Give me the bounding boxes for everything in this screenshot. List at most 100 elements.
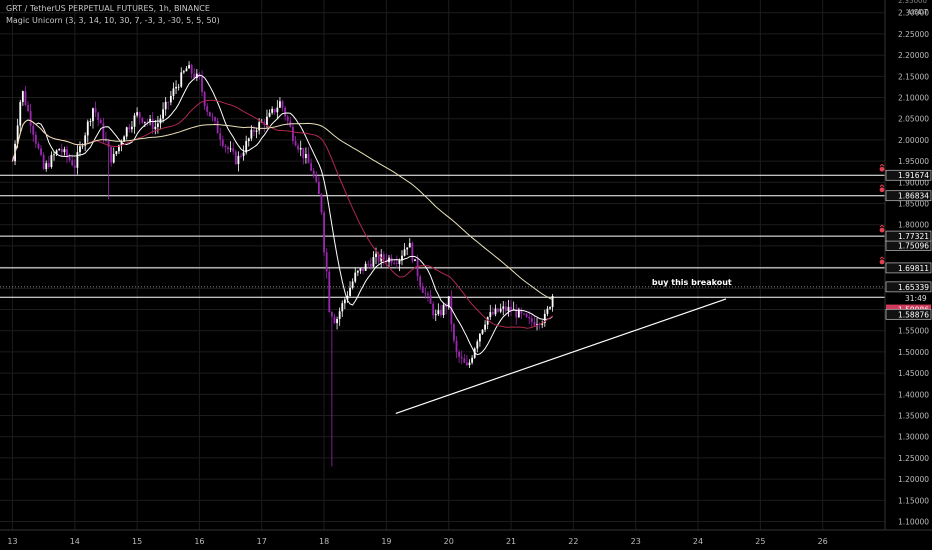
symbol-title[interactable]: GRT / TetherUS PERPETUAL FUTURES, 1h, BI… <box>6 4 210 13</box>
candle-body <box>484 324 486 330</box>
candle-body <box>133 115 136 127</box>
candle-body <box>53 154 55 156</box>
candle-body <box>325 252 328 272</box>
price-badge <box>885 281 932 293</box>
candle-body <box>349 287 351 296</box>
candle-body <box>276 107 279 113</box>
candle-body <box>21 91 24 102</box>
candle-body <box>258 122 261 131</box>
time-tick-label: 21 <box>506 537 516 546</box>
time-tick-label: 26 <box>818 537 828 546</box>
candle-body <box>50 154 53 167</box>
candle-body <box>481 329 484 334</box>
level-badge <box>885 190 932 202</box>
candle-body <box>60 148 63 153</box>
time-tick-label: 16 <box>194 537 204 546</box>
candle-body <box>323 212 325 253</box>
candle-body <box>146 121 149 123</box>
candle-body <box>250 129 253 139</box>
candle-body <box>188 65 190 69</box>
candle-body <box>47 163 50 167</box>
candle-body <box>504 306 507 312</box>
candle-body <box>297 145 300 150</box>
indicator-title[interactable]: Magic Unicorn (3, 3, 14, 10, 30, 7, -3, … <box>6 16 220 25</box>
alert-clock-icon <box>879 227 885 233</box>
candle-body <box>273 108 276 113</box>
candle-body <box>304 153 307 159</box>
candle-body <box>37 143 40 149</box>
candle-body <box>227 147 229 150</box>
candle-body <box>229 148 232 150</box>
candle-body <box>284 107 287 117</box>
candle-body <box>156 123 159 127</box>
price-tick-label: 1.40000 <box>898 390 929 399</box>
candle-body <box>525 313 528 317</box>
candle-body <box>42 154 45 170</box>
candle-body <box>489 312 492 318</box>
alert-clock-icon <box>879 224 885 228</box>
candle-body <box>255 130 258 132</box>
candle-body <box>271 108 274 113</box>
candle-body <box>499 308 502 312</box>
price-axis[interactable]: 1.10000 1.15000 1.20000 1.25000 1.30000 1.350… <box>884 0 932 550</box>
candle-body <box>406 247 409 250</box>
candle-body <box>411 243 414 261</box>
candle-body <box>369 263 372 267</box>
candle-body <box>341 303 344 312</box>
candle-body <box>520 309 523 314</box>
moving-averages <box>12 74 553 356</box>
candle-body <box>112 153 115 163</box>
candle-body <box>221 139 224 146</box>
level-badge-label: 1.77321 <box>898 232 929 241</box>
candle-body <box>40 148 42 155</box>
candle-body <box>125 127 128 137</box>
time-tick-label: 18 <box>319 537 329 546</box>
candle-body <box>478 333 481 342</box>
candle-body <box>330 311 333 317</box>
candle-body <box>393 262 396 264</box>
candle-body <box>382 254 385 260</box>
candle-body <box>224 145 227 148</box>
candle-body <box>419 276 422 287</box>
candle-body <box>253 129 255 132</box>
level-badge <box>885 262 932 274</box>
candle-body <box>281 101 284 108</box>
grid-lines <box>0 0 885 530</box>
candle-body <box>299 148 302 150</box>
candle-body <box>471 357 474 363</box>
candle-body <box>530 318 533 322</box>
price-tick-label: 1.85000 <box>898 200 929 209</box>
candle-body <box>437 310 440 315</box>
time-axis[interactable]: 13 14 15 16 17 18 19 20 21 22 23 24 25 26 <box>0 529 932 546</box>
candle-body <box>466 362 468 366</box>
candle-body <box>138 112 141 118</box>
candle-body <box>24 91 27 106</box>
candle-body <box>203 92 206 107</box>
level-badge-label: 1.86834 <box>898 192 929 201</box>
candle-body <box>206 106 209 112</box>
candle-body <box>190 65 193 74</box>
candle-body <box>123 136 126 142</box>
candle-body <box>429 295 432 304</box>
level-badge-label: 1.69811 <box>898 264 929 273</box>
candle-body <box>162 109 164 119</box>
candle-body <box>79 146 81 153</box>
candle-body <box>172 88 175 96</box>
trendline-layer[interactable] <box>395 298 727 414</box>
candle-body <box>523 313 525 315</box>
candle-body <box>164 101 167 110</box>
candle-body <box>131 126 133 130</box>
horizontal-levels[interactable] <box>0 163 885 298</box>
time-tick-label: 14 <box>70 537 80 546</box>
candle-body <box>317 181 320 195</box>
time-tick-label: 15 <box>132 537 142 546</box>
candle-body <box>338 311 341 320</box>
price-tick-label: 2.05000 <box>898 115 929 124</box>
price-tick-label: 1.90000 <box>898 178 929 187</box>
candle-body <box>84 135 87 146</box>
annotation-layer[interactable]: buy this breakout <box>652 278 732 287</box>
candle-body <box>97 112 100 121</box>
candle-body <box>364 263 367 271</box>
candle-body <box>354 272 357 282</box>
